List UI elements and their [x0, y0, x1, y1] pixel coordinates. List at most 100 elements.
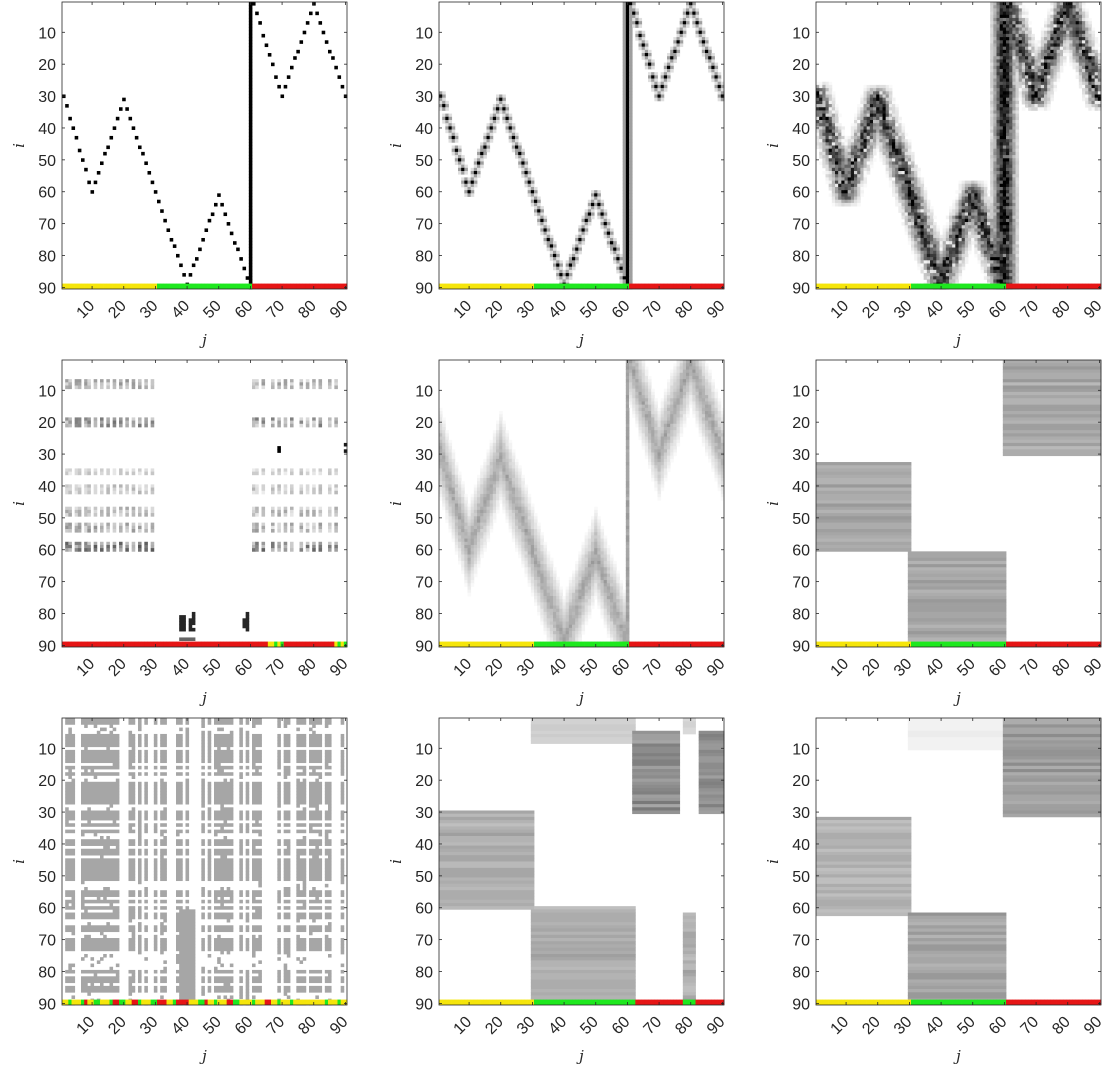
heatmap-cell: [1040, 56, 1045, 60]
heatmap-cell: [1040, 94, 1045, 99]
heatmap-cell: [961, 209, 966, 213]
heatmap-cell: [305, 471, 310, 476]
heatmap-cell: [996, 5, 1001, 9]
heatmap-cell: [1069, 30, 1073, 35]
heatmap-cell: [622, 123, 627, 127]
heatmap-cell: [616, 244, 620, 248]
strip-cell: [103, 283, 107, 289]
heatmap-cell: [914, 234, 918, 239]
heatmap-cell: [892, 126, 896, 130]
heatmap-cell: [530, 186, 535, 191]
heatmap-cell: [961, 190, 966, 194]
heatmap-cell: [904, 212, 909, 217]
heatmap-cell: [1091, 68, 1096, 73]
y-tick-label: 50: [415, 153, 433, 170]
heatmap-cell: [515, 155, 519, 159]
strip-cell: [318, 283, 322, 289]
heatmap-cell: [980, 196, 985, 201]
heatmap-cell: [850, 186, 855, 191]
heatmap-cell: [1015, 30, 1020, 35]
heatmap-cell: [632, 24, 636, 28]
heatmap-cell: [977, 237, 982, 242]
heatmap-cell: [248, 75, 253, 79]
heatmap-cell: [1097, 53, 1102, 57]
heatmap-cell: [521, 174, 525, 178]
heatmap-cell: [999, 81, 1004, 86]
heatmap-cell: [996, 158, 1001, 162]
heatmap-cell: [125, 417, 129, 421]
heatmap-cell: [622, 116, 627, 121]
heatmap-cell: [1015, 206, 1020, 210]
heatmap-cell: [1091, 62, 1096, 67]
heatmap-cell: [553, 253, 557, 258]
heatmap-cell: [629, 228, 633, 232]
heatmap-cell: [625, 53, 630, 57]
heatmap-cell: [511, 135, 516, 140]
heatmap-cell: [882, 139, 887, 143]
heatmap-cell: [1015, 65, 1020, 70]
strip-cell: [676, 283, 680, 289]
heatmap-cell: [625, 62, 630, 67]
heatmap-cell: [508, 126, 513, 130]
heatmap-cell: [1002, 151, 1007, 156]
heatmap-cell: [898, 186, 902, 191]
heatmap-cell: [477, 155, 481, 159]
heatmap-cell: [534, 212, 538, 217]
heatmap-cell: [84, 417, 88, 421]
heatmap-cell: [578, 250, 582, 255]
heatmap-cell: [904, 155, 909, 159]
heatmap-cell: [819, 107, 826, 111]
heatmap-cell: [828, 177, 833, 181]
heatmap-cell: [888, 145, 893, 150]
heatmap-cell: [996, 215, 1001, 220]
heatmap-cell: [949, 231, 953, 236]
heatmap-cell: [999, 164, 1004, 169]
heatmap-cell: [1047, 78, 1051, 83]
heatmap-cell: [499, 107, 503, 111]
heatmap-cell: [854, 180, 858, 185]
heatmap-cell: [591, 215, 595, 220]
heatmap-cell: [961, 263, 966, 268]
heatmap-cell: [857, 139, 861, 143]
axes-box: [815, 1, 1102, 290]
heatmap-cell: [1066, 37, 1070, 41]
heatmap-cell: [477, 161, 481, 166]
heatmap-cell: [622, 212, 627, 217]
heatmap-cell: [816, 97, 820, 102]
heatmap-cell: [597, 215, 601, 220]
heatmap-cell: [968, 231, 972, 236]
heatmap-cell: [888, 94, 893, 99]
heatmap-cell: [328, 525, 332, 530]
strip-cell: [324, 283, 329, 289]
heatmap-cell: [958, 263, 963, 268]
heatmap-cell: [572, 257, 576, 261]
heatmap-cell: [822, 171, 826, 175]
heatmap-cell: [93, 379, 98, 383]
heatmap-cell: [1025, 56, 1029, 60]
heatmap-cell: [277, 449, 281, 453]
heatmap-cell: [850, 151, 855, 156]
heatmap-cell: [318, 379, 323, 383]
heatmap-cell: [1002, 199, 1007, 204]
heatmap-cell: [568, 260, 576, 264]
heatmap-cell: [537, 218, 541, 223]
heatmap-cell: [1069, 43, 1073, 48]
heatmap-cell: [682, 30, 687, 35]
heatmap-cell: [993, 97, 997, 102]
heatmap-cell: [1002, 164, 1007, 169]
heatmap-cell: [1097, 88, 1102, 92]
heatmap-cell: [974, 206, 978, 210]
heatmap-cell: [119, 490, 123, 495]
heatmap-cell: [328, 420, 332, 425]
heatmap-cell: [828, 94, 833, 99]
heatmap-cell: [961, 215, 966, 220]
heatmap-cell: [68, 525, 72, 530]
heatmap-cell: [996, 24, 1001, 28]
label-strip: [439, 283, 725, 289]
heatmap-cell: [1085, 21, 1089, 25]
heatmap-cell: [961, 196, 966, 201]
heatmap-cell: [857, 177, 861, 181]
heatmap-cell: [968, 218, 972, 223]
heatmap-cell: [901, 142, 906, 146]
heatmap-cell: [1047, 75, 1051, 79]
